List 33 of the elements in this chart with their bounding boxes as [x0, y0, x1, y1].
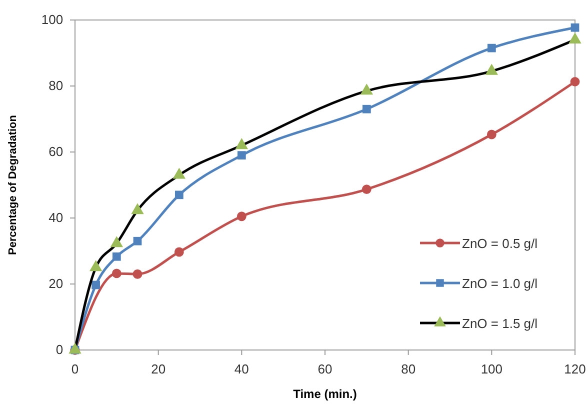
x-axis-title: Time (min.): [293, 387, 357, 401]
legend-label: ZnO = 1.5 g/l: [462, 316, 538, 331]
point: [487, 44, 496, 52]
point: [174, 190, 184, 200]
point: [237, 151, 246, 160]
y-tick-label: 100: [41, 12, 64, 28]
point: [132, 269, 142, 279]
point: [112, 268, 122, 278]
legend-label: ZnO = 0.5 g/l: [462, 236, 538, 251]
x-tick-label: 0: [71, 362, 79, 377]
y-tick-label: 20: [48, 276, 64, 292]
point: [362, 184, 372, 194]
x-tick-label: 40: [234, 362, 249, 377]
point: [570, 23, 580, 32]
x-tick-label: 80: [401, 362, 416, 377]
x-tick-label: 20: [151, 362, 166, 377]
point: [570, 77, 580, 86]
point: [112, 252, 121, 261]
y-tick-label: 80: [48, 78, 64, 94]
point: [236, 212, 246, 222]
point: [486, 130, 496, 140]
y-axis-title: Percentage of Degradation: [7, 114, 19, 255]
y-tick-label: 40: [48, 210, 64, 226]
y-tick-label: 60: [48, 144, 64, 160]
point: [362, 104, 371, 114]
point: [92, 280, 100, 290]
point: [174, 247, 184, 257]
x-tick-label: 100: [480, 362, 503, 377]
x-tick-label: 60: [318, 362, 332, 377]
y-tick-label: 0: [56, 342, 64, 358]
legend-label: ZnO = 1.0 g/l: [462, 276, 538, 291]
x-tick-label: 120: [564, 362, 586, 377]
point: [133, 236, 142, 246]
